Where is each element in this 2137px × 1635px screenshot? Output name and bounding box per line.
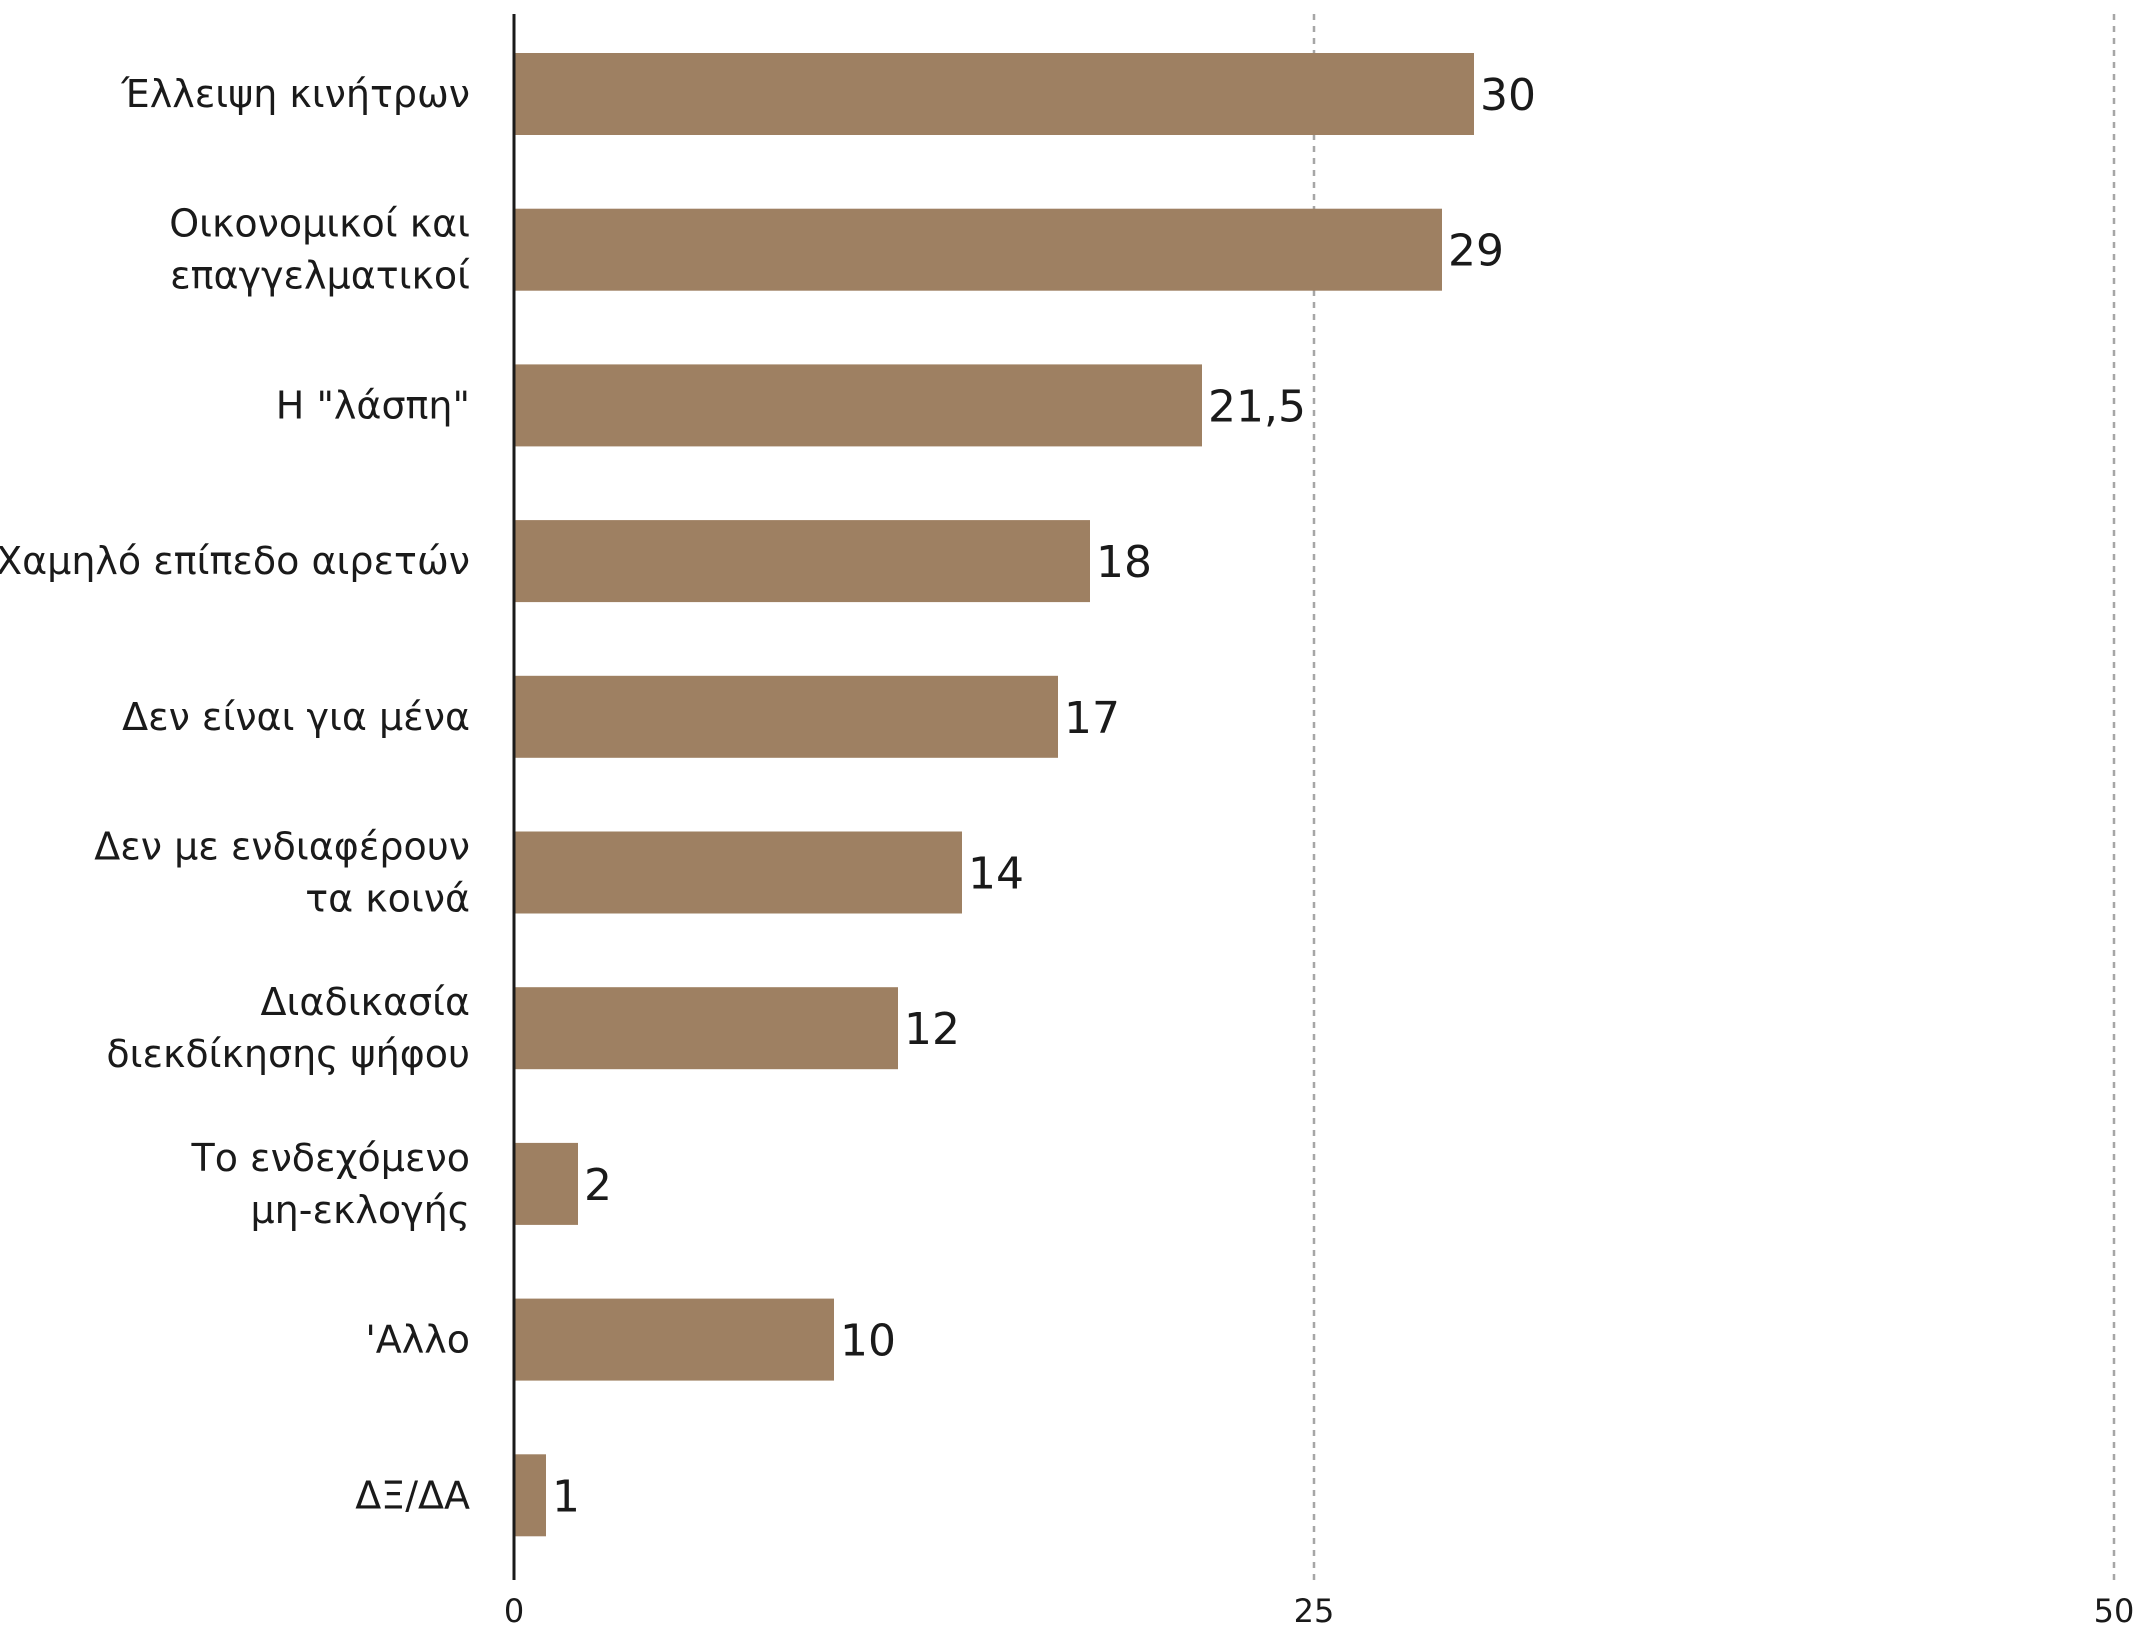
category-label-line: ΔΞ/ΔΑ [355,1473,470,1517]
x-tick-label-50: 50 [2094,1592,2135,1630]
category-label: Η "λάσπη" [276,383,470,427]
x-tick-label-0: 0 [504,1592,524,1630]
category-label: Διαδικασία διεκδίκησης ψήφου [106,980,470,1076]
category-label: Το ενδεχόμενο μη-εκλογής [191,1136,471,1232]
category-label: 'Αλλο [365,1318,470,1362]
category-label-line: Δεν είναι για μένα [122,695,470,739]
category-label: Δεν με ενδιαφέρουν τα κοινά [94,825,470,921]
x-tick-label-25: 25 [1294,1592,1335,1630]
bar [514,675,1058,758]
value-label: 29 [1448,226,1504,277]
value-label: 14 [968,849,1024,900]
category-label-line: Δεν με ενδιαφέρουν [94,825,470,869]
bar [514,364,1202,447]
category-label-line: Το ενδεχόμενο [191,1136,471,1180]
category-label-line: τα κοινά [305,877,470,921]
value-label: 12 [904,1004,960,1055]
category-label: Χαμηλό επίπεδο αιρετών [0,539,470,583]
category-label: Δεν είναι για μένα [122,695,470,739]
bar [514,1142,578,1225]
category-label-line: μη-εκλογής [250,1188,470,1232]
category-label-line: Η "λάσπη" [276,383,470,427]
category-label-line: Χαμηλό επίπεδο αιρετών [0,539,470,583]
value-label: 17 [1064,693,1120,744]
category-label-line: Έλλειψη κινήτρων [120,72,470,116]
bar [514,1454,546,1537]
category-label-line: διεκδίκησης ψήφου [106,1032,470,1076]
bar [514,53,1474,135]
category-label: Οικονομικοί και επαγγελματικοί [169,202,470,298]
value-label: 18 [1096,537,1152,588]
value-label: 2 [584,1160,612,1211]
category-label-line: Διαδικασία [261,980,470,1024]
labels: 0 25 50 30 Έλλειψη κινήτρων 29 Οικονομικοί και… [0,70,2134,1630]
value-label: 10 [840,1316,896,1367]
category-label-line: επαγγελματικοί [170,254,470,298]
gridlines [1312,14,2116,1580]
bar [514,208,1442,291]
bar [514,1298,834,1381]
category-label: ΔΞ/ΔΑ [355,1473,470,1517]
bar [514,831,962,914]
value-label: 30 [1480,70,1536,121]
bars [514,53,1474,1537]
bar [514,520,1090,603]
category-label-line: 'Αλλο [365,1318,470,1362]
value-label: 21,5 [1208,381,1306,432]
category-label: Έλλειψη κινήτρων [120,72,470,116]
bar [514,987,898,1070]
value-label: 1 [552,1471,580,1522]
category-label-line: Οικονομικοί και [169,202,470,246]
